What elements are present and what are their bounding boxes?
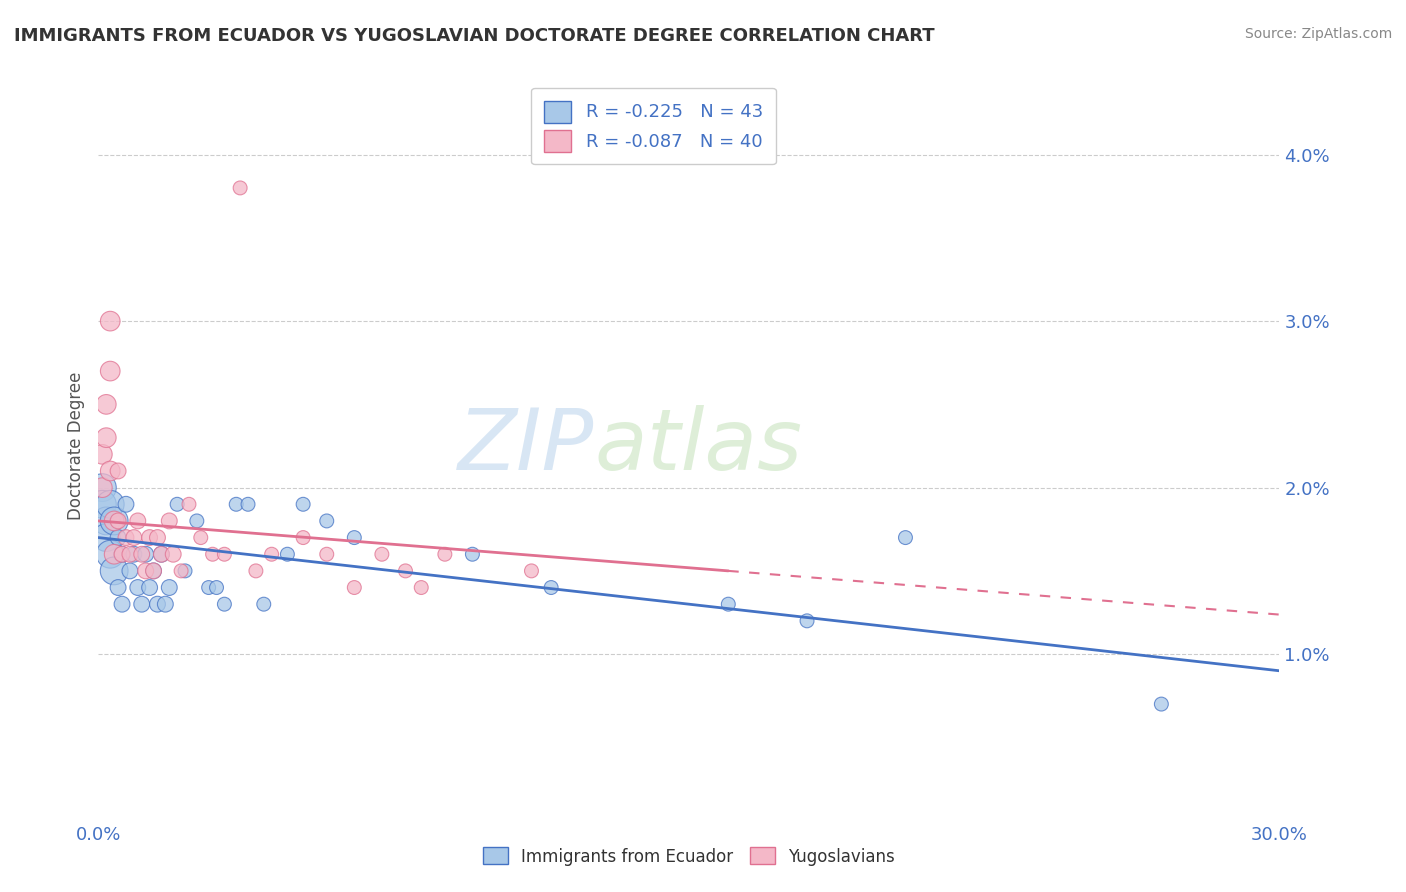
Text: Source: ZipAtlas.com: Source: ZipAtlas.com (1244, 27, 1392, 41)
Point (315, 547, 337, 561)
Point (894, 531, 917, 545)
Point (91, 447, 114, 461)
Point (411, 581, 433, 595)
Point (98, 364, 121, 378)
Point (127, 581, 149, 595)
Point (292, 497, 315, 511)
Point (276, 547, 298, 561)
Point (433, 547, 456, 561)
Point (98, 547, 121, 561)
Point (343, 531, 366, 545)
Point (118, 564, 141, 578)
Point (96, 514, 118, 528)
Point (103, 547, 125, 561)
Point (118, 547, 141, 561)
Point (138, 531, 160, 545)
Point (107, 531, 129, 545)
Point (229, 181, 252, 195)
Point (115, 531, 138, 545)
Point (135, 547, 157, 561)
Point (1150, 697, 1173, 711)
Legend: Immigrants from Ecuador, Yugoslavians: Immigrants from Ecuador, Yugoslavians (477, 841, 901, 872)
Point (214, 547, 236, 561)
Point (146, 531, 169, 545)
Point (292, 531, 315, 545)
Point (717, 597, 740, 611)
Point (197, 581, 219, 595)
Point (371, 547, 394, 561)
Point (103, 564, 125, 578)
Text: ZIP: ZIP (458, 404, 595, 488)
Point (186, 514, 208, 528)
Point (91, 497, 114, 511)
Point (103, 514, 125, 528)
Point (461, 547, 484, 561)
Point (343, 581, 366, 595)
Point (394, 564, 416, 578)
Text: IMMIGRANTS FROM ECUADOR VS YUGOSLAVIAN DOCTORATE DEGREE CORRELATION CHART: IMMIGRANTS FROM ECUADOR VS YUGOSLAVIAN D… (14, 27, 935, 45)
Point (96, 531, 118, 545)
Point (150, 547, 173, 561)
Point (260, 547, 283, 561)
Point (225, 497, 247, 511)
Point (122, 547, 145, 561)
Point (157, 581, 180, 595)
Point (138, 581, 160, 595)
Point (201, 547, 224, 561)
Point (131, 547, 153, 561)
Point (107, 514, 129, 528)
Point (96, 431, 118, 445)
Point (177, 497, 200, 511)
Point (142, 564, 165, 578)
Point (107, 464, 129, 478)
Point (150, 547, 173, 561)
Text: atlas: atlas (595, 404, 803, 488)
Point (236, 497, 259, 511)
Point (96, 397, 118, 411)
Point (166, 497, 188, 511)
Point (127, 514, 149, 528)
Point (98, 314, 121, 328)
Point (111, 547, 134, 561)
Point (315, 514, 337, 528)
Point (91, 481, 114, 495)
Point (205, 581, 228, 595)
Point (103, 514, 125, 528)
Point (520, 564, 543, 578)
Point (146, 597, 169, 611)
Point (91, 481, 114, 495)
Point (98, 497, 121, 511)
Point (111, 597, 134, 611)
Point (135, 564, 157, 578)
Point (162, 547, 184, 561)
Point (157, 514, 180, 528)
Point (796, 614, 818, 628)
Point (122, 531, 145, 545)
Point (170, 564, 193, 578)
Point (190, 531, 212, 545)
Point (174, 564, 197, 578)
Point (115, 497, 138, 511)
Y-axis label: Doctorate Degree: Doctorate Degree (66, 372, 84, 520)
Point (98, 464, 121, 478)
Point (142, 564, 165, 578)
Point (245, 564, 267, 578)
Point (131, 597, 153, 611)
Point (111, 547, 134, 561)
Point (155, 597, 177, 611)
Point (540, 581, 562, 595)
Point (253, 597, 276, 611)
Point (107, 581, 129, 595)
Point (214, 597, 236, 611)
